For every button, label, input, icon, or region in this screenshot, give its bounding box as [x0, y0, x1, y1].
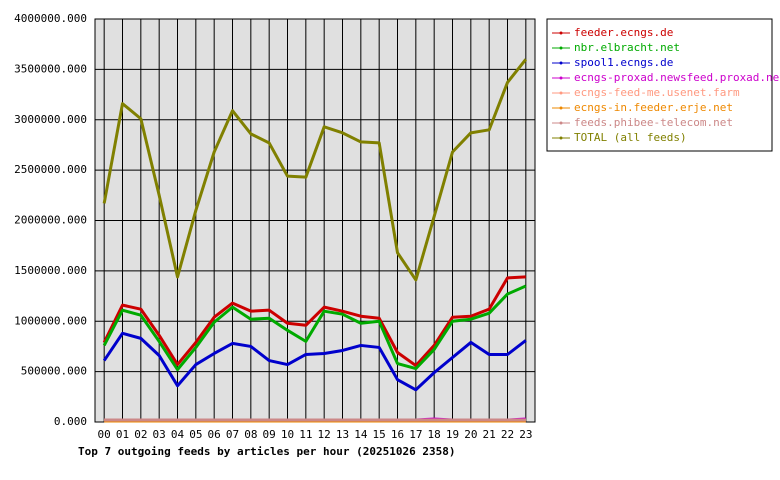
- legend-marker: [559, 91, 563, 95]
- x-tick-label: 13: [336, 428, 349, 441]
- legend-marker: [559, 31, 563, 35]
- legend-label: feeder.ecngs.de: [574, 26, 673, 39]
- x-tick-label: 17: [409, 428, 422, 441]
- x-tick-label: 15: [373, 428, 386, 441]
- chart-title: Top 7 outgoing feeds by articles per hou…: [78, 445, 456, 458]
- legend-marker: [559, 106, 563, 110]
- x-tick-label: 22: [501, 428, 514, 441]
- x-tick-label: 06: [208, 428, 221, 441]
- x-tick-label: 19: [446, 428, 459, 441]
- legend: [546, 18, 773, 152]
- x-tick-label: 18: [428, 428, 441, 441]
- y-tick-label: 2000000.000: [14, 214, 87, 227]
- x-tick-label: 07: [226, 428, 239, 441]
- x-tick-label: 11: [299, 428, 312, 441]
- y-tick-label: 1000000.000: [14, 314, 87, 327]
- series-line: [102, 284, 527, 372]
- x-tick-label: 10: [281, 428, 294, 441]
- legend-label: ecngs-feed-me.usenet.farm: [574, 86, 740, 99]
- y-tick-label: 3500000.000: [14, 62, 87, 75]
- legend-marker: [559, 121, 563, 125]
- y-tick-label: 500000.000: [21, 365, 87, 378]
- x-tick-label: 08: [244, 428, 257, 441]
- y-tick-label: 2500000.000: [14, 163, 87, 176]
- legend-label: TOTAL (all feeds): [574, 131, 687, 144]
- legend-marker: [559, 136, 563, 140]
- legend-label: ecngs-proxad.newsfeed.proxad.net: [574, 71, 780, 84]
- legend-marker: [559, 46, 563, 50]
- series-line: [102, 58, 528, 282]
- series-line: [102, 331, 527, 392]
- x-tick-label: 00: [98, 428, 111, 441]
- y-tick-label: 3000000.000: [14, 113, 87, 126]
- x-tick-label: 21: [483, 428, 496, 441]
- x-tick-label: 14: [354, 428, 368, 441]
- legend-label: ecngs-in.feeder.erje.net: [574, 101, 733, 114]
- x-tick-label: 23: [519, 428, 532, 441]
- legend-label: nbr.elbracht.net: [574, 41, 680, 54]
- x-tick-label: 12: [318, 428, 331, 441]
- x-tick-label: 02: [134, 428, 147, 441]
- series-line: [102, 275, 526, 368]
- y-tick-label: 0.000: [54, 415, 87, 428]
- x-tick-label: 16: [391, 428, 404, 441]
- x-tick-label: 05: [189, 428, 202, 441]
- legend-marker: [559, 61, 563, 65]
- x-tick-label: 04: [171, 428, 185, 441]
- y-tick-label: 4000000.000: [14, 12, 87, 25]
- x-tick-label: 03: [153, 428, 166, 441]
- x-tick-label: 09: [263, 428, 276, 441]
- legend-label: spool1.ecngs.de: [574, 56, 673, 69]
- y-tick-label: 1500000.000: [14, 264, 87, 277]
- x-tick-label: 20: [464, 428, 477, 441]
- legend-label: feeds.phibee-telecom.net: [574, 116, 733, 129]
- x-tick-label: 01: [116, 428, 129, 441]
- legend-marker: [559, 76, 563, 80]
